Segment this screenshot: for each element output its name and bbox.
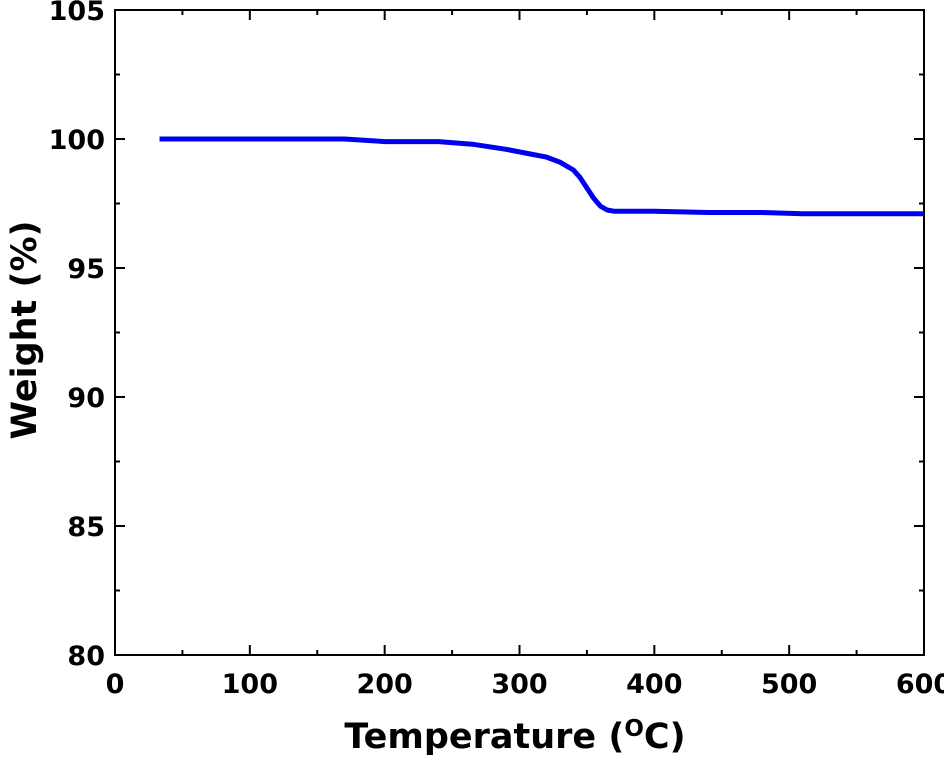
x-axis-ticks	[114, 10, 925, 655]
y-tick-label: 105	[49, 0, 105, 27]
series-line-0	[159, 136, 924, 217]
x-tick-label: 500	[761, 669, 817, 700]
y-tick-label: 80	[67, 641, 105, 672]
x-axis-label-unit: C)	[644, 717, 686, 757]
y-tick-label: 85	[67, 512, 105, 543]
x-tick-label: 100	[222, 669, 278, 700]
x-tick-label: 200	[356, 669, 412, 700]
y-tick-label: 100	[49, 125, 105, 156]
x-axis-tick-labels: 0 100 200 300 400 500 600	[106, 669, 944, 700]
series-layer	[159, 136, 924, 217]
x-tick-label: 400	[626, 669, 682, 700]
y-axis-ticks	[115, 9, 924, 656]
x-tick-label: 600	[896, 669, 944, 700]
y-axis-label: Weight (%)	[5, 220, 45, 439]
y-tick-label: 95	[67, 254, 105, 285]
y-axis-tick-labels: 80 85 90 95 100 105	[49, 0, 105, 672]
plot-frame	[114, 9, 925, 656]
x-axis-label: Temperature (OC)	[344, 716, 685, 757]
x-tick-label: 300	[491, 669, 547, 700]
y-tick-label: 90	[67, 383, 105, 414]
x-axis-label-main: Temperature (	[344, 717, 624, 757]
x-axis-label-degree: O	[624, 716, 644, 742]
plot-frame-group	[114, 9, 925, 656]
x-tick-label: 0	[106, 669, 125, 700]
